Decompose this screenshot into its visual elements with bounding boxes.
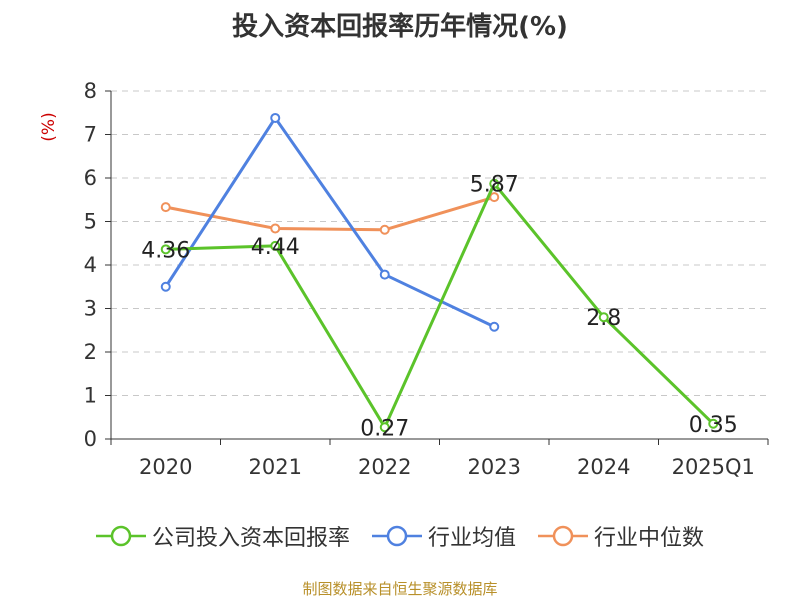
y-tick-label: 6 — [84, 166, 97, 190]
y-tick-label: 0 — [84, 427, 97, 451]
x-tick-label: 2023 — [468, 455, 521, 479]
data-label: 4.36 — [141, 238, 190, 263]
data-point-2 — [379, 224, 390, 235]
y-tick-label: 7 — [84, 123, 97, 147]
data-point-0 — [379, 422, 390, 433]
data-point-2 — [489, 192, 500, 203]
y-tick-label: 1 — [84, 384, 97, 408]
legend-item-industry-median[interactable]: 行业中位数 — [538, 520, 704, 552]
data-point-0 — [489, 178, 500, 189]
y-tick-label: 5 — [84, 210, 97, 234]
x-tick-label: 2020 — [139, 455, 192, 479]
series-line-0 — [165, 182, 715, 429]
legend-item-industry-mean[interactable]: 行业均值 — [371, 520, 516, 552]
data-point-0 — [598, 312, 609, 323]
x-tick-label: 2021 — [249, 455, 302, 479]
x-tick-label: 2025Q1 — [672, 455, 755, 479]
legend-item-company-roic[interactable]: 公司投入资本回报率 — [95, 520, 350, 552]
legend-marker-median-icon — [538, 525, 588, 547]
y-tick-label: 4 — [84, 253, 97, 277]
data-point-2 — [270, 223, 281, 234]
data-point-0 — [160, 244, 171, 255]
data-label: 5.87 — [470, 173, 519, 198]
x-tick-label: 2024 — [577, 455, 630, 479]
data-point-0 — [270, 240, 281, 251]
data-label: 4.44 — [251, 235, 300, 260]
data-point-0 — [708, 418, 719, 429]
series-line-1 — [164, 116, 495, 329]
x-tick-label: 2022 — [358, 455, 411, 479]
data-point-1 — [379, 269, 390, 280]
data-label: 0.27 — [360, 416, 409, 441]
legend-label-mean: 行业均值 — [427, 526, 516, 551]
y-tick-label: 3 — [84, 297, 97, 321]
data-point-1 — [489, 321, 500, 332]
chart-title: 投入资本回报率历年情况(%) — [232, 12, 568, 42]
data-point-2 — [160, 202, 171, 213]
data-point-1 — [160, 281, 171, 292]
series-line-2 — [165, 195, 495, 232]
data-label: 0.35 — [689, 413, 738, 438]
legend-marker-mean-icon — [371, 525, 422, 547]
data-point-1 — [270, 112, 281, 123]
legend-marker-company-icon — [95, 525, 146, 547]
y-tick-label: 8 — [84, 79, 97, 103]
legend-label-company: 公司投入资本回报率 — [151, 526, 350, 551]
source-note: 制图数据来自恒生聚源数据库 — [302, 580, 498, 598]
y-tick-label: 2 — [84, 340, 97, 364]
legend-label-median: 行业中位数 — [594, 526, 705, 551]
y-axis-label: (%) — [39, 112, 59, 141]
data-label: 2.8 — [586, 306, 621, 331]
legend: 公司投入资本回报率 行业均值 行业中位数 — [0, 520, 800, 552]
